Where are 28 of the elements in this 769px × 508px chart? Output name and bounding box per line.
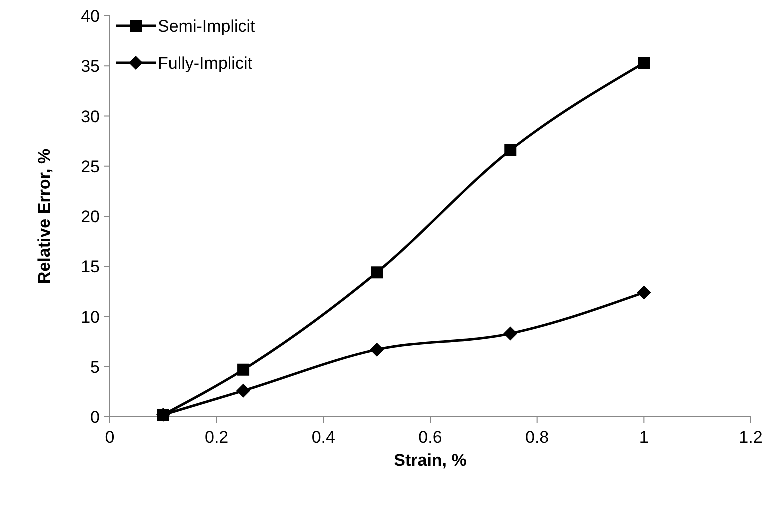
y-tick-label: 35: [81, 57, 100, 76]
x-tick-label: 1: [639, 428, 649, 447]
y-tick-label: 30: [81, 107, 100, 126]
y-tick-label: 0: [90, 408, 100, 427]
y-axis-title: Relative Error, %: [35, 148, 54, 284]
x-tick-label: 0.8: [526, 428, 550, 447]
y-tick-label: 25: [81, 157, 100, 176]
x-axis-title: Strain, %: [394, 451, 467, 470]
point: [238, 364, 250, 376]
point: [371, 266, 384, 279]
x-tick-label: 0.6: [418, 428, 442, 447]
x-tick-label: 1.2: [739, 428, 763, 447]
y-tick-label: 15: [81, 258, 100, 277]
point: [504, 326, 518, 341]
point: [236, 384, 251, 398]
legend-label: Semi-Implicit: [158, 17, 256, 36]
point: [370, 342, 384, 357]
x-tick-label: 0.4: [312, 428, 336, 447]
y-tick-label: 40: [81, 7, 100, 26]
y-tick-label: 5: [90, 358, 100, 377]
point: [637, 286, 652, 300]
x-tick-label: 0.2: [205, 428, 229, 447]
point: [504, 144, 517, 156]
y-tick-label: 10: [81, 308, 100, 327]
x-tick-label: 0: [105, 428, 115, 447]
y-tick-label: 20: [81, 208, 100, 226]
point: [638, 57, 650, 70]
legend-label: Fully-Implicit: [158, 54, 253, 73]
